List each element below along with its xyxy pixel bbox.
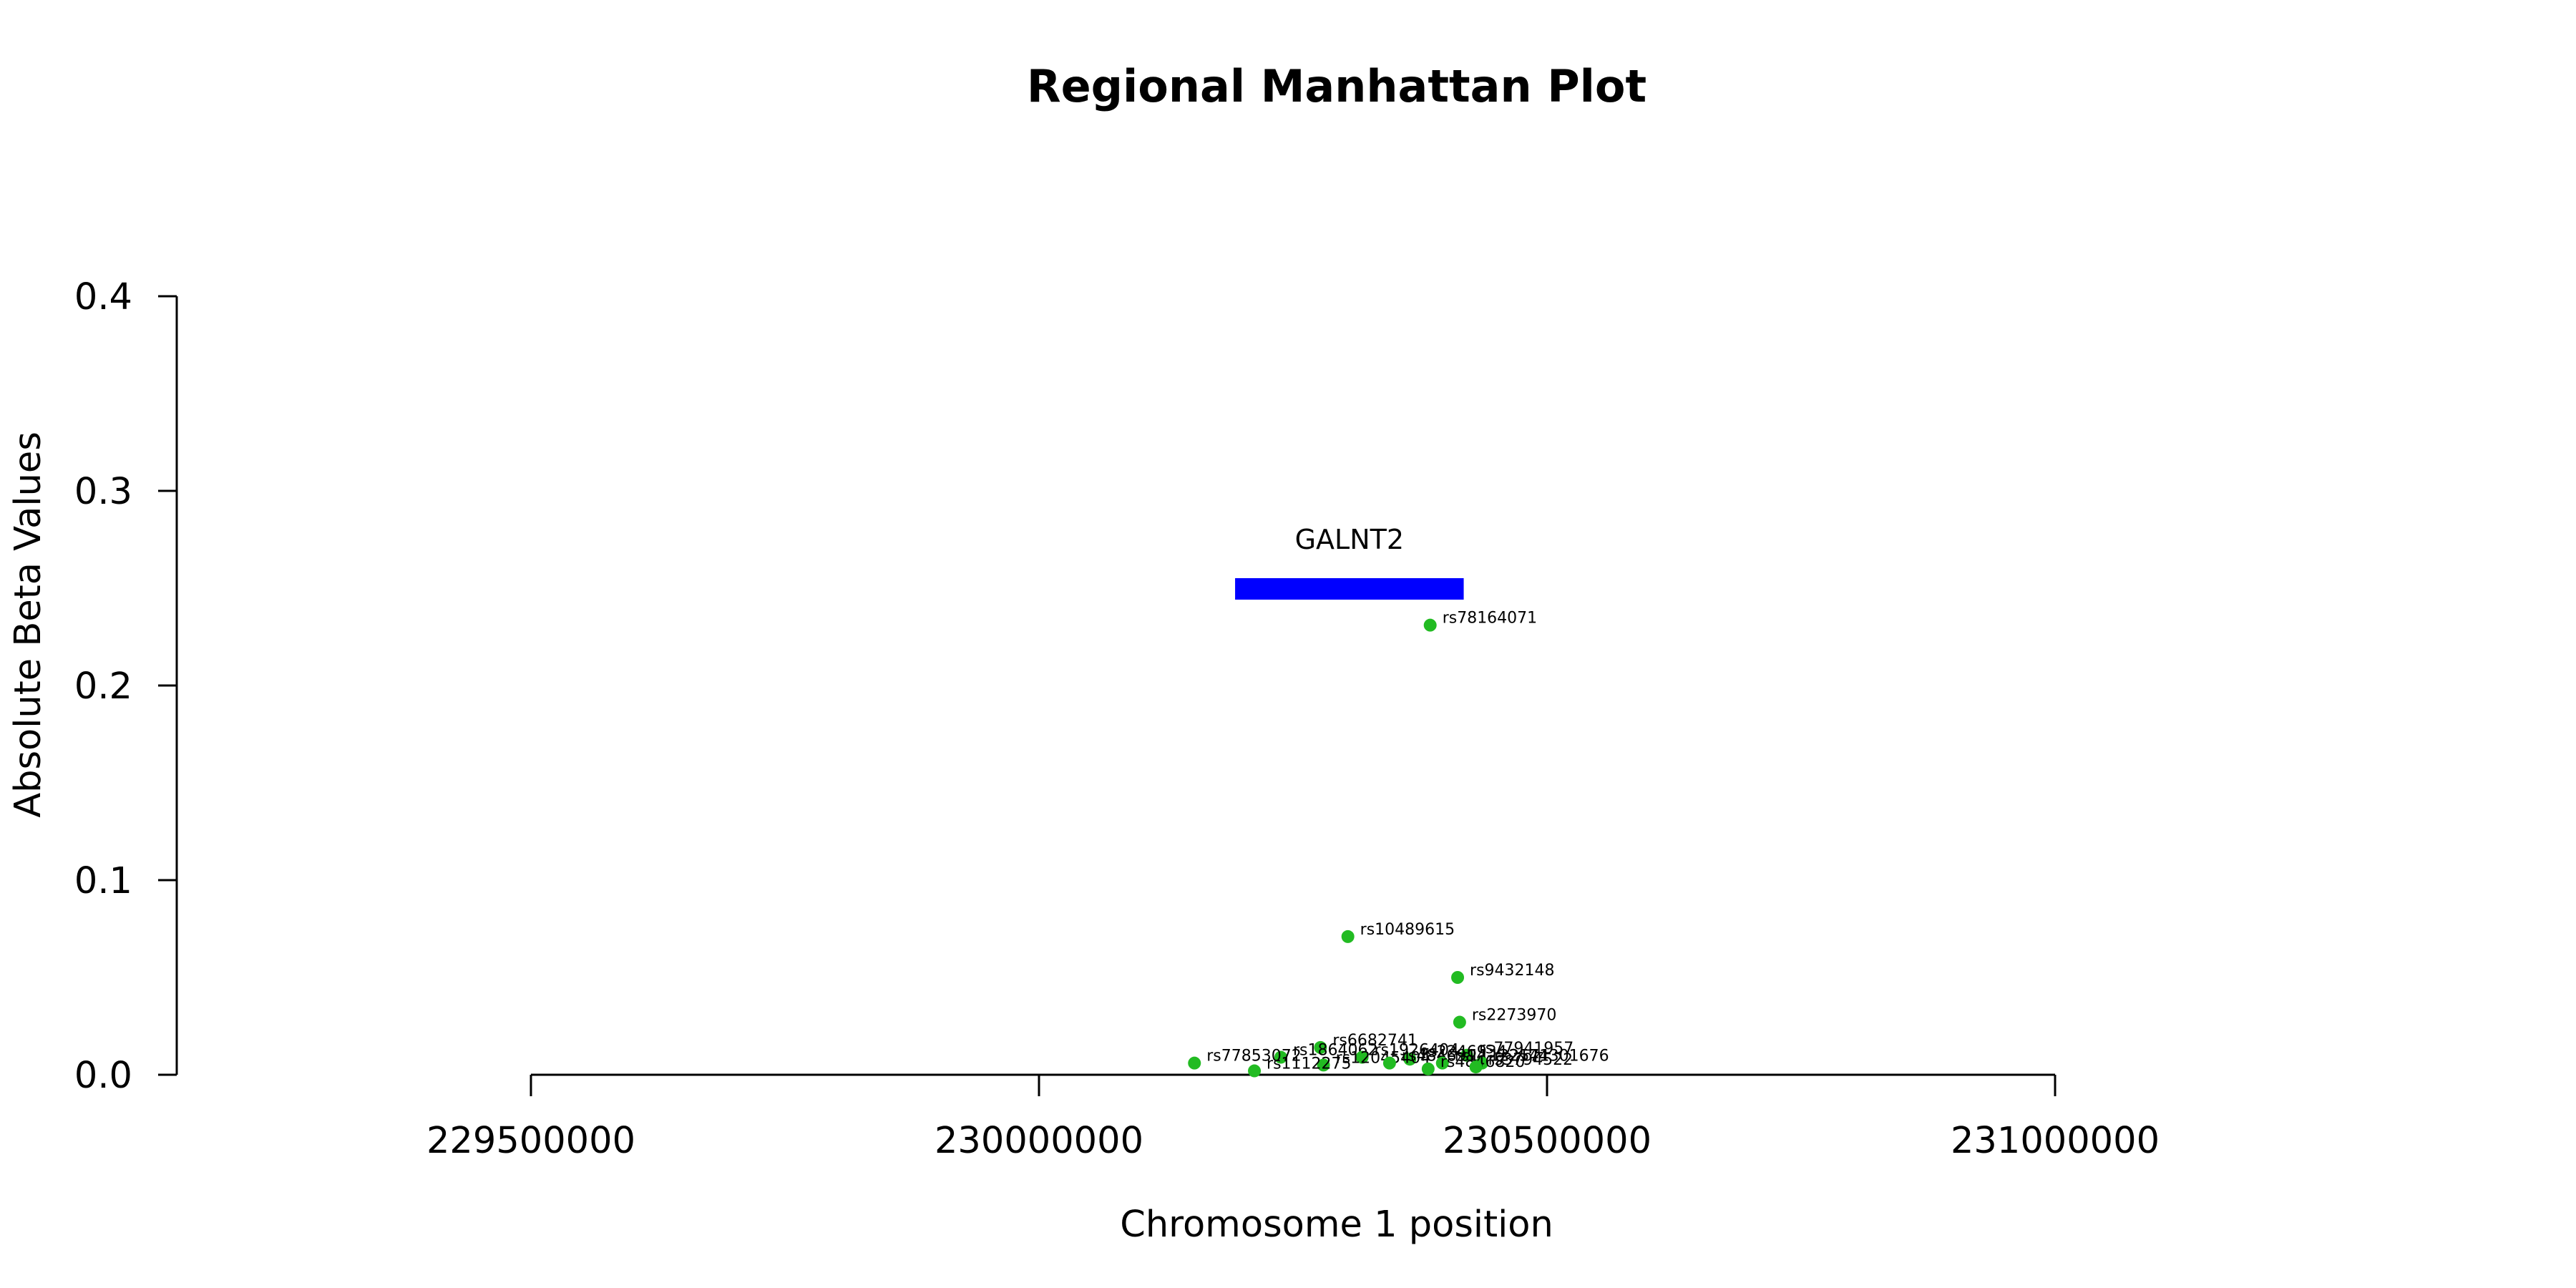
x-tick-label: 230500000 bbox=[1443, 1120, 1652, 1162]
snp-point bbox=[1314, 1040, 1327, 1054]
snp-point bbox=[1435, 1056, 1449, 1070]
snp-point bbox=[1469, 1060, 1483, 1074]
snp-label: rs77853072 bbox=[1206, 1048, 1301, 1065]
snp-label: rs4846820 bbox=[1440, 1053, 1525, 1071]
snp-label: rs1112275 bbox=[1267, 1055, 1352, 1073]
points-layer: rs78164071 rs10489615 rs9432148 rs2273970 rs… bbox=[1188, 610, 1609, 1078]
x-axis-label: Chromosome 1 position bbox=[1120, 1204, 1553, 1246]
gene-track: GALNT2 bbox=[1235, 524, 1464, 600]
snp-point bbox=[1188, 1056, 1201, 1070]
snp-point bbox=[1248, 1064, 1262, 1078]
y-tick-label: 0.0 bbox=[74, 1055, 132, 1097]
snp-label: rs77941957 bbox=[1479, 1040, 1574, 1058]
snp-label: rs11122571 bbox=[1455, 1048, 1549, 1065]
y-axis: 0.0 0.1 0.2 0.3 0.4 bbox=[74, 276, 178, 1097]
snp-point bbox=[1460, 1048, 1473, 1062]
x-tick-label: 229500000 bbox=[426, 1120, 635, 1162]
gene-label: GALNT2 bbox=[1295, 524, 1404, 555]
x-tick-label: 231000000 bbox=[1951, 1120, 2160, 1162]
x-tick-label: 230000000 bbox=[935, 1120, 1143, 1162]
snp-point bbox=[1453, 1015, 1466, 1029]
snp-label: rs1926404 bbox=[1375, 1042, 1460, 1060]
snp-label: rs2144301676 bbox=[1494, 1048, 1609, 1065]
snp-point bbox=[1421, 1062, 1435, 1075]
snp-label: rs2246934 bbox=[1422, 1043, 1507, 1061]
snp-point bbox=[1355, 1050, 1369, 1064]
y-tick-label: 0.2 bbox=[74, 665, 132, 708]
x-axis: 229500000 230000000 230500000 231000000 bbox=[426, 1073, 2160, 1162]
snp-label: rs10489615 bbox=[1360, 921, 1455, 939]
y-tick-label: 0.4 bbox=[74, 276, 132, 318]
snp-label: rs78164071 bbox=[1443, 610, 1537, 628]
snp-label: rs2273970 bbox=[1472, 1007, 1557, 1025]
snp-point bbox=[1403, 1053, 1417, 1066]
y-axis-label: Absolute Beta Values bbox=[7, 431, 49, 818]
snp-point bbox=[1423, 618, 1437, 632]
y-tick-label: 0.1 bbox=[74, 860, 132, 902]
snp-label: rs3794522 bbox=[1488, 1051, 1574, 1069]
snp-point bbox=[1451, 971, 1465, 984]
y-tick-label: 0.3 bbox=[74, 471, 132, 513]
chart-title: Regional Manhattan Plot bbox=[1027, 60, 1646, 112]
snp-point bbox=[1274, 1050, 1287, 1064]
snp-label: rs6682741 bbox=[1332, 1032, 1418, 1050]
snp-point bbox=[1317, 1058, 1330, 1072]
snp-label: rs9432148 bbox=[1470, 962, 1555, 980]
snp-point bbox=[1341, 930, 1355, 943]
snp-point bbox=[1382, 1056, 1396, 1070]
gene-bar bbox=[1235, 578, 1464, 600]
snp-label: rs12045404 bbox=[1336, 1049, 1430, 1067]
